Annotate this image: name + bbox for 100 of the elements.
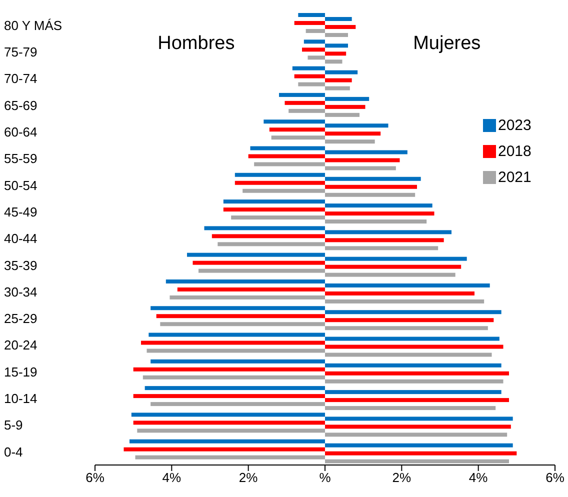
bar bbox=[325, 318, 494, 322]
bar bbox=[144, 386, 325, 390]
bar bbox=[133, 420, 325, 425]
bar bbox=[248, 154, 325, 158]
bar bbox=[142, 375, 325, 380]
bar bbox=[325, 238, 444, 242]
legend-label: 2018 bbox=[498, 142, 532, 160]
bar bbox=[150, 306, 325, 310]
y-tick-label: 5-9 bbox=[4, 418, 23, 433]
bar bbox=[325, 52, 346, 56]
bar bbox=[223, 208, 325, 212]
bar bbox=[325, 44, 348, 48]
bar bbox=[325, 264, 462, 269]
bar bbox=[325, 451, 517, 456]
bar bbox=[218, 242, 325, 246]
x-tick-label: 4% bbox=[468, 470, 488, 486]
bar bbox=[204, 226, 325, 230]
bar bbox=[325, 406, 496, 410]
bar bbox=[231, 216, 325, 220]
bar bbox=[325, 132, 381, 136]
bar bbox=[150, 359, 325, 364]
bar bbox=[264, 120, 325, 124]
bar bbox=[325, 150, 408, 154]
bar bbox=[137, 428, 325, 433]
bar bbox=[146, 348, 325, 353]
bar bbox=[325, 336, 500, 341]
y-tick-label: 50-54 bbox=[4, 178, 38, 193]
bar bbox=[325, 291, 474, 296]
bar bbox=[325, 283, 490, 288]
bar bbox=[250, 146, 325, 150]
bar bbox=[254, 162, 325, 166]
bar bbox=[325, 246, 438, 250]
y-tick-label: 35-39 bbox=[4, 258, 38, 273]
bar bbox=[325, 424, 511, 429]
bar bbox=[234, 172, 325, 177]
bar bbox=[325, 96, 370, 101]
bar bbox=[133, 394, 325, 398]
bar bbox=[294, 20, 325, 25]
bar bbox=[325, 32, 348, 37]
bar bbox=[325, 272, 456, 277]
y-tick-label: 45-49 bbox=[4, 204, 38, 220]
bar bbox=[160, 322, 325, 326]
bar bbox=[325, 104, 366, 109]
bar bbox=[325, 432, 508, 437]
bar bbox=[325, 390, 502, 394]
bar bbox=[325, 398, 509, 402]
bar bbox=[325, 299, 484, 304]
bar bbox=[325, 70, 358, 74]
bar bbox=[325, 310, 502, 314]
bar bbox=[306, 28, 325, 33]
bar bbox=[198, 268, 325, 273]
annotation: Hombres bbox=[158, 33, 235, 55]
bar bbox=[212, 234, 325, 238]
bar bbox=[288, 108, 325, 113]
bar bbox=[130, 439, 325, 444]
bar bbox=[325, 166, 396, 170]
bar bbox=[234, 180, 325, 185]
bar bbox=[292, 66, 325, 70]
bar bbox=[325, 443, 513, 448]
bar bbox=[325, 124, 388, 128]
y-tick-label: 65-69 bbox=[4, 98, 38, 113]
bar bbox=[141, 340, 325, 345]
y-tick-label: 15-19 bbox=[4, 364, 38, 380]
bar bbox=[325, 204, 432, 208]
bar bbox=[325, 230, 452, 234]
bar bbox=[325, 176, 421, 181]
bar bbox=[325, 363, 502, 368]
bar bbox=[150, 402, 325, 406]
bar bbox=[325, 78, 352, 82]
bar bbox=[325, 16, 352, 21]
bar bbox=[325, 60, 342, 64]
y-tick-label: 25-29 bbox=[4, 311, 38, 326]
legend-label: 2021 bbox=[498, 168, 532, 186]
x-tick-label: 6% bbox=[546, 470, 565, 486]
x-tick-label: 2% bbox=[392, 470, 412, 486]
y-tick-label: 0-4 bbox=[4, 444, 23, 460]
bar bbox=[133, 367, 325, 372]
bar bbox=[325, 220, 427, 224]
bar bbox=[325, 158, 400, 162]
bar bbox=[304, 40, 325, 44]
bar bbox=[325, 24, 356, 29]
bar bbox=[148, 332, 325, 337]
bar bbox=[192, 260, 325, 265]
bar bbox=[166, 279, 325, 284]
x-tick-label: % bbox=[319, 470, 332, 486]
y-tick-label: 55-59 bbox=[4, 151, 38, 166]
bar bbox=[242, 188, 325, 193]
bar bbox=[325, 344, 504, 349]
y-tick-label: 20-24 bbox=[4, 338, 38, 353]
bar bbox=[325, 459, 509, 464]
bar bbox=[124, 447, 325, 452]
x-tick-label: 6% bbox=[86, 470, 105, 486]
y-tick-label: 40-44 bbox=[4, 231, 38, 246]
bar bbox=[284, 100, 325, 105]
bar bbox=[325, 379, 504, 384]
bar bbox=[325, 192, 416, 197]
bar bbox=[279, 92, 325, 97]
y-tick-label: 80 Y MÁS bbox=[4, 18, 62, 33]
bar bbox=[135, 455, 325, 460]
bar bbox=[325, 86, 350, 90]
